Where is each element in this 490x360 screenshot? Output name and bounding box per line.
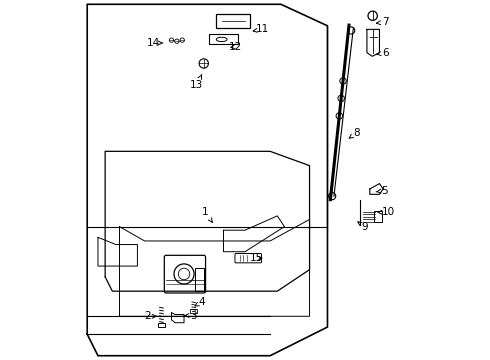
- Bar: [158, 323, 165, 327]
- Text: 4: 4: [195, 297, 205, 307]
- Text: 6: 6: [377, 48, 389, 58]
- Text: 13: 13: [190, 75, 203, 90]
- Bar: [209, 34, 238, 44]
- Text: 10: 10: [378, 207, 395, 217]
- Bar: [216, 14, 250, 28]
- Text: 15: 15: [250, 253, 263, 263]
- Text: 1: 1: [202, 207, 212, 222]
- Text: 14: 14: [147, 38, 163, 48]
- Bar: [374, 211, 382, 222]
- Text: 3: 3: [184, 311, 196, 320]
- Bar: [195, 268, 204, 291]
- Text: 8: 8: [349, 129, 360, 138]
- Text: 11: 11: [253, 24, 270, 35]
- Text: 5: 5: [376, 186, 388, 196]
- Bar: [191, 309, 197, 313]
- Text: 9: 9: [358, 222, 368, 231]
- Text: 2: 2: [144, 311, 156, 321]
- Text: 12: 12: [229, 42, 242, 51]
- Text: 7: 7: [376, 17, 389, 27]
